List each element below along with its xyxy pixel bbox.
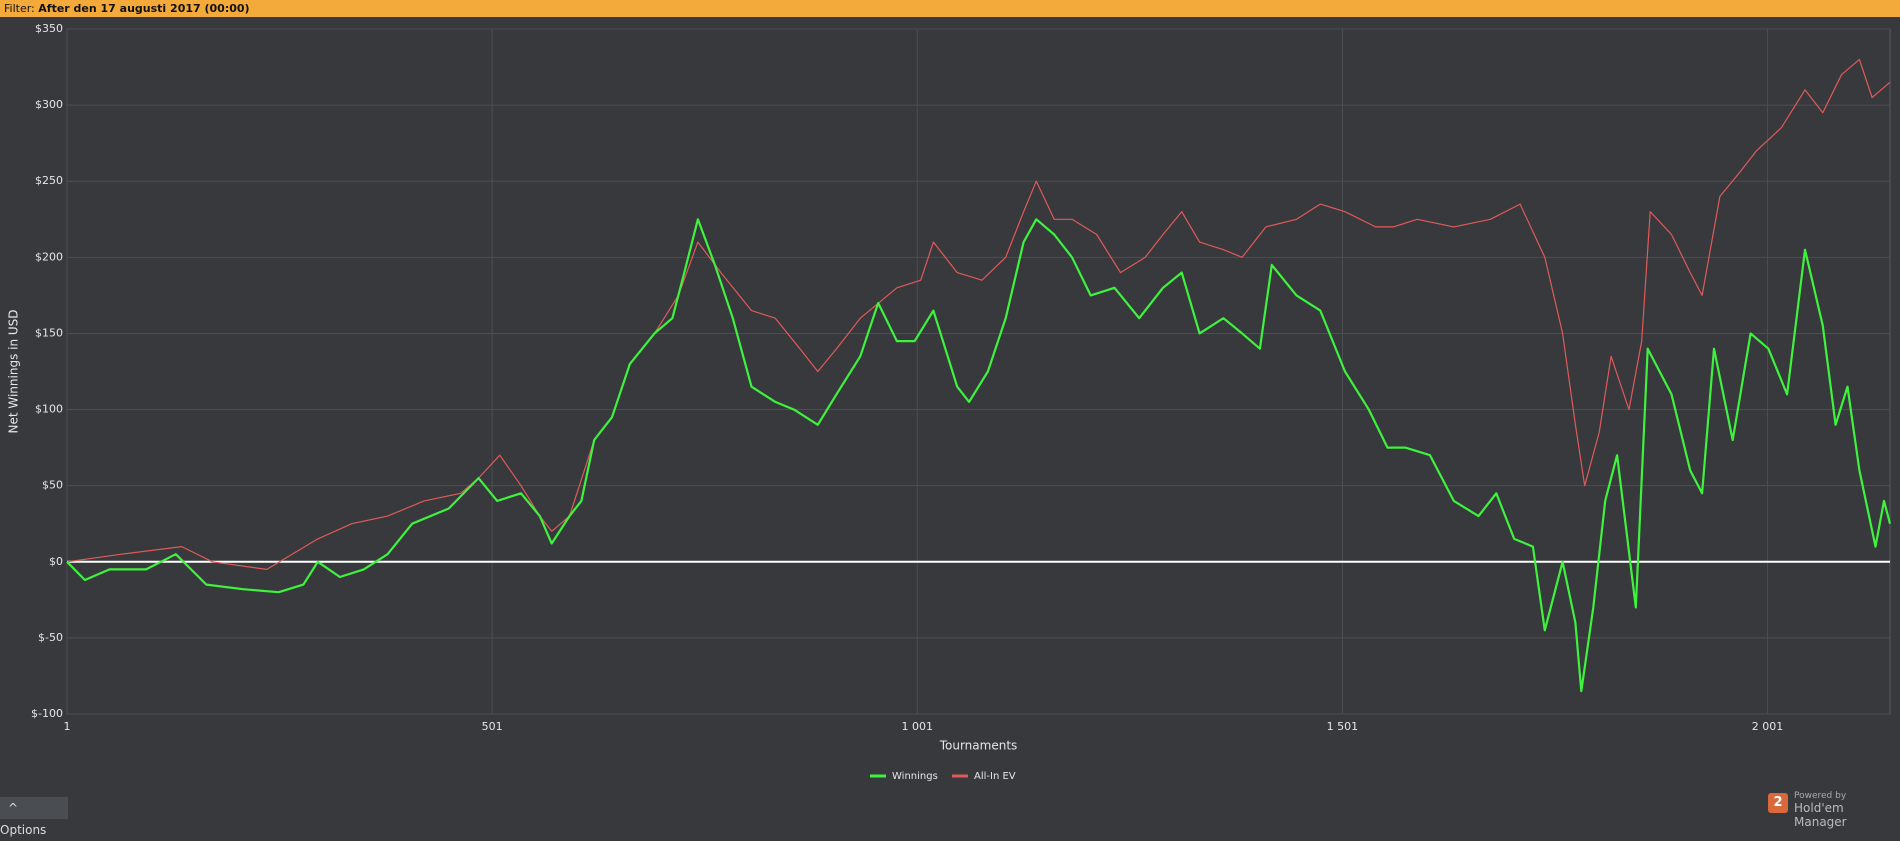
y-tick-label: $150 xyxy=(35,326,63,339)
options-button[interactable]: ^ Options xyxy=(0,797,68,837)
y-tick-label: $200 xyxy=(35,250,63,263)
x-tick-label: 501 xyxy=(482,720,503,733)
y-tick-label: $350 xyxy=(35,22,63,35)
filter-value: After den 17 augusti 2017 (00:00) xyxy=(38,2,250,15)
x-axis-title: Tournaments xyxy=(939,739,1018,753)
legend-label: Winnings xyxy=(892,771,938,782)
series-line xyxy=(66,218,1892,693)
x-tick-label: 2 001 xyxy=(1752,720,1784,733)
y-tick-label: $300 xyxy=(35,98,63,111)
y-tick-label: $-50 xyxy=(38,631,63,644)
y-axis-title: Net Winnings in USD xyxy=(7,309,21,433)
y-tick-label: $250 xyxy=(35,174,63,187)
x-tick-label: 1 001 xyxy=(902,720,934,733)
y-tick-label: $-100 xyxy=(31,707,63,720)
plot-area xyxy=(66,28,1891,715)
y-tick-label: $0 xyxy=(49,555,63,568)
brand: 2 Powered by Hold'em Manager xyxy=(1768,790,1898,829)
filter-label: Filter: xyxy=(4,2,35,15)
y-tick-label: $100 xyxy=(35,403,63,416)
brand-name: Hold'em Manager xyxy=(1794,801,1847,829)
y-tick-label: $50 xyxy=(42,479,63,492)
brand-logo: 2 xyxy=(1768,793,1788,813)
x-tick-label: 1 501 xyxy=(1327,720,1359,733)
filter-bar: Filter: After den 17 augusti 2017 (00:00… xyxy=(0,0,1900,17)
chart: $-100 $-50 $0 $50 $100 $150 $200 $250 $300 $350 1 5… xyxy=(7,22,1892,782)
x-tick-label: 1 xyxy=(64,720,71,733)
legend-label: All-In EV xyxy=(974,771,1016,782)
powered-by: Powered by xyxy=(1794,791,1847,801)
